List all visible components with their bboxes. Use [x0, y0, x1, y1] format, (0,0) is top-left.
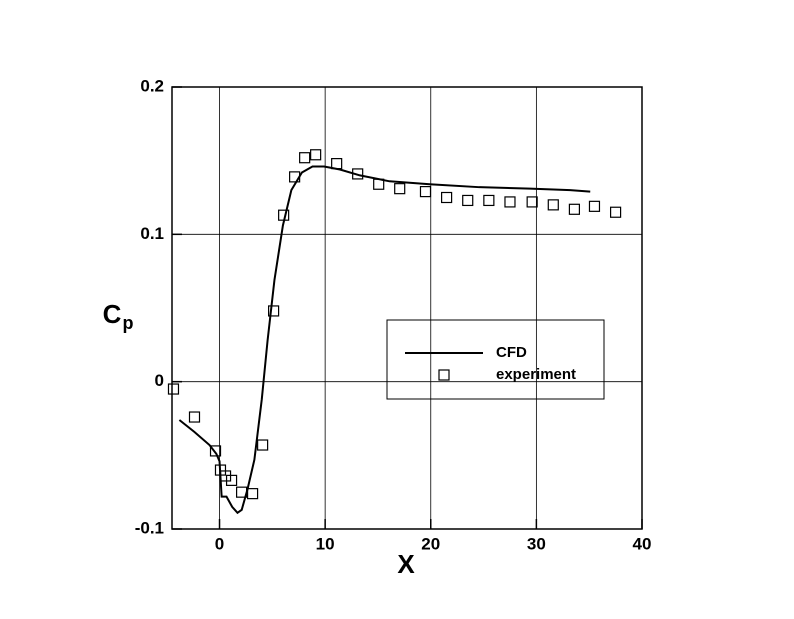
y-tick-label: 0.2: [140, 76, 164, 95]
experiment-marker: [188, 411, 201, 423]
experiment-marker: [167, 383, 180, 395]
experiment-marker: [394, 183, 406, 195]
x-tick-label: 30: [527, 534, 546, 553]
plot-frame: [171, 86, 643, 530]
experiment-marker: [419, 186, 432, 198]
experiment-marker: [441, 191, 453, 204]
x-tick-label: 40: [633, 534, 652, 553]
experiment-marker: [310, 149, 322, 161]
experiment-marker: [257, 439, 269, 451]
legend-marker: [438, 369, 450, 381]
experiment-marker: [462, 194, 474, 207]
experiment-marker: [352, 168, 364, 180]
legend-box: [386, 319, 605, 400]
y-axis-label-subscript: p: [123, 313, 134, 333]
x-tick-label: 0: [215, 534, 224, 553]
experiment-marker: [483, 194, 495, 207]
experiment-marker: [246, 488, 259, 500]
experiment-marker: [588, 200, 601, 212]
legend-label: experiment: [496, 366, 576, 383]
experiment-marker: [289, 171, 301, 183]
y-tick-label: 0.1: [140, 224, 164, 243]
experiment-marker: [547, 199, 559, 211]
x-tick-label: 10: [316, 534, 335, 553]
experiment-marker: [236, 486, 248, 498]
y-tick-label: 0: [155, 371, 164, 390]
experiment-marker: [609, 206, 622, 218]
experiment-marker: [568, 203, 581, 215]
experiment-marker: [278, 209, 290, 221]
x-tick-label: 20: [421, 534, 440, 553]
experiment-marker: [299, 152, 311, 164]
y-axis-label: C: [103, 299, 122, 329]
experiment-marker: [209, 445, 222, 457]
experiment-marker: [373, 178, 385, 190]
experiment-marker: [268, 305, 280, 317]
experiment-marker: [504, 196, 516, 208]
x-axis-label: X: [397, 549, 415, 579]
experiment-marker: [225, 474, 238, 486]
experiment-marker: [331, 158, 343, 170]
legend-label: CFD: [496, 344, 527, 361]
y-tick-label: -0.1: [135, 518, 164, 537]
experiment-marker: [526, 196, 538, 208]
